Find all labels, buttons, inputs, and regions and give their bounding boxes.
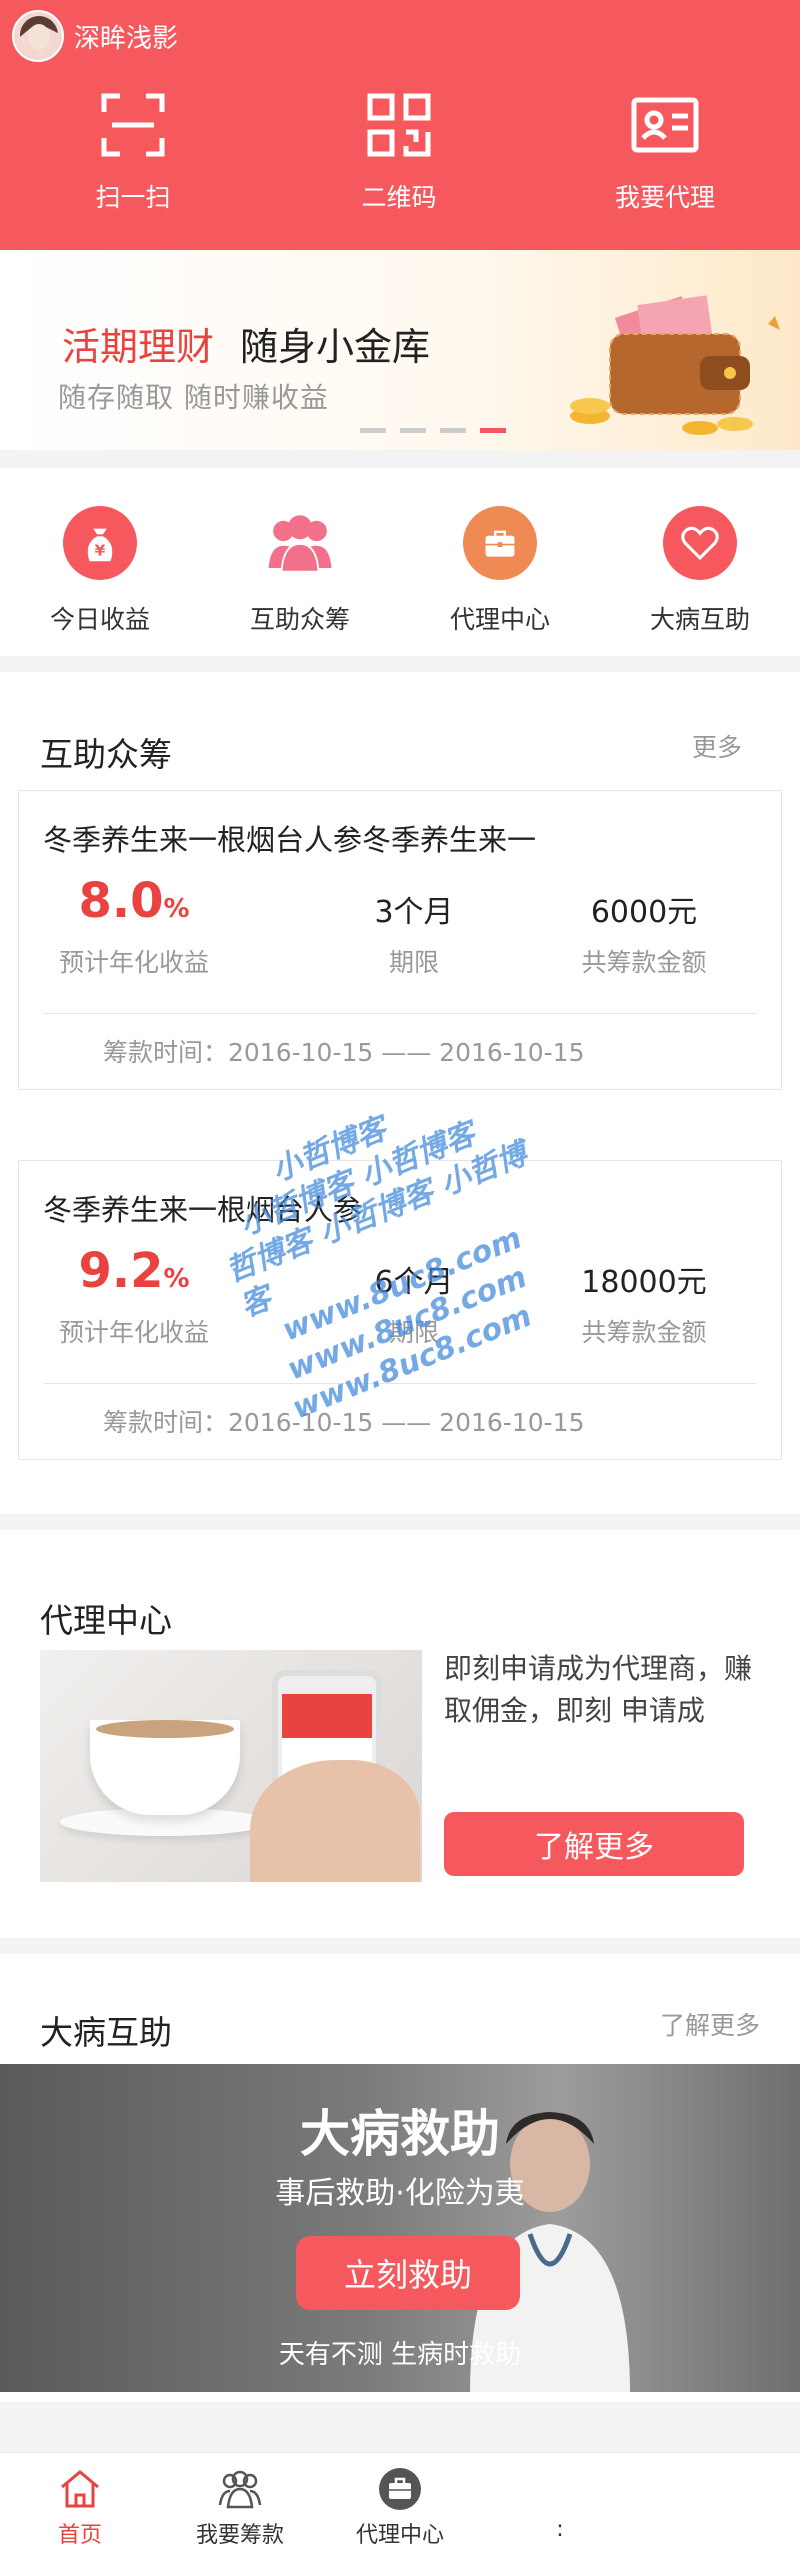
- quick-item-label: 代理中心: [449, 605, 550, 634]
- tab-agency-center[interactable]: 代理中心: [320, 2453, 480, 2554]
- home-icon: [61, 2470, 99, 2508]
- annual-rate: 9.2%: [78, 1243, 190, 1299]
- term-value: 6个月: [374, 1265, 454, 1300]
- banner-subtitle: 随存随取 随时赚收益: [58, 381, 329, 414]
- briefcase-icon: [463, 506, 537, 580]
- annual-rate-caption: 预计年化收益: [58, 1318, 209, 1347]
- divider: [43, 1013, 757, 1014]
- quick-item-label: 互助众筹: [249, 605, 350, 634]
- become-agent-button[interactable]: 我要代理: [532, 90, 798, 214]
- people-icon: [263, 506, 337, 580]
- project-card[interactable]: 冬季养生来一根烟台人参冬季养生来一 8.0% 预计年化收益 3个月 期限 600…: [18, 790, 782, 1090]
- quick-item-label: 大病互助: [649, 605, 750, 634]
- tab-label: 首页: [57, 2523, 102, 2548]
- fundraising-time: 筹款时间：2016-10-15 —— 2016-10-15: [103, 1038, 585, 1067]
- section-title: 大病互助: [40, 2013, 172, 2052]
- carousel-dots: [360, 428, 506, 433]
- banner-title: 随身小金库: [240, 325, 431, 369]
- divider: [43, 1383, 757, 1384]
- carousel-dot[interactable]: [360, 428, 386, 433]
- blank-icon: [536, 2465, 584, 2513]
- illness-banner-title: 大病救助: [300, 2105, 500, 2163]
- tab-more[interactable]: :: [480, 2453, 640, 2554]
- scan-button[interactable]: 扫一扫: [0, 90, 266, 214]
- section-title: 代理中心: [40, 1601, 172, 1640]
- carousel-dot[interactable]: [400, 428, 426, 433]
- quick-item-agency-center[interactable]: 代理中心: [400, 468, 600, 656]
- amount-value: 6000元: [590, 895, 698, 930]
- tab-home[interactable]: 首页: [0, 2453, 160, 2554]
- tab-empty: [640, 2453, 800, 2554]
- avatar[interactable]: [12, 10, 64, 62]
- illness-banner-footer: 天有不测 生病时救助: [278, 2340, 522, 2370]
- help-now-button[interactable]: 立刻救助: [296, 2236, 520, 2310]
- learn-more-link[interactable]: 了解更多: [659, 2011, 760, 2040]
- people-icon: [218, 2470, 262, 2509]
- qrcode-label: 二维码: [361, 183, 437, 212]
- illness-banner-subtitle: 事后救助·化险为夷: [275, 2176, 525, 2211]
- header-actions: 扫一扫 二维码 我要代理: [0, 90, 800, 214]
- quick-item-crowdfunding[interactable]: 互助众筹: [200, 468, 400, 656]
- crowdfunding-section: 互助众筹 更多 冬季养生来一根烟台人参冬季养生来一 8.0% 预计年化收益 3个…: [0, 672, 800, 1514]
- id-card-icon: [631, 97, 699, 153]
- agency-photo: [40, 1650, 422, 1882]
- learn-more-button[interactable]: 了解更多: [444, 1812, 744, 1876]
- heart-icon: [663, 506, 737, 580]
- svg-text:¥: ¥: [95, 541, 106, 559]
- quick-item-today-earnings[interactable]: ¥ 今日收益: [0, 468, 200, 656]
- project-card[interactable]: 冬季养生来一根烟台人参 9.2% 预计年化收益 6个月 期限 18000元 共筹…: [18, 1160, 782, 1460]
- banner-title-highlight: 活期理财: [62, 325, 215, 369]
- promo-banner[interactable]: 活期理财 随身小金库 随存随取 随时赚收益: [0, 250, 800, 450]
- amount-caption: 共筹款金额: [581, 1318, 707, 1347]
- tab-label: 我要筹款: [195, 2523, 284, 2548]
- username: 深眸浅影: [74, 23, 179, 54]
- tab-fundraise[interactable]: 我要筹款: [160, 2453, 320, 2554]
- project-title: 冬季养生来一根烟台人参冬季养生来一: [43, 823, 537, 857]
- term-caption: 期限: [388, 948, 439, 977]
- annual-rate-caption: 预计年化收益: [58, 948, 209, 977]
- qrcode-button[interactable]: 二维码: [266, 90, 532, 214]
- section-title: 互助众筹: [40, 735, 172, 774]
- tab-label: :: [556, 2517, 564, 2542]
- more-link[interactable]: 更多: [691, 733, 742, 762]
- amount-value: 18000元: [581, 1265, 707, 1300]
- illness-banner[interactable]: 大病救助 事后救助·化险为夷 立刻救助 天有不测 生病时救助: [0, 2064, 800, 2392]
- fundraising-time: 筹款时间：2016-10-15 —— 2016-10-15: [103, 1408, 585, 1437]
- tab-label: 代理中心: [355, 2523, 444, 2548]
- amount-caption: 共筹款金额: [581, 948, 707, 977]
- annual-rate: 8.0%: [78, 873, 190, 929]
- term-value: 3个月: [374, 895, 454, 930]
- wallet-illustration: [570, 295, 780, 435]
- agency-description: 即刻申请成为代理商，赚取佣金，即刻 申请成: [444, 1652, 753, 1727]
- quick-item-label: 今日收益: [49, 605, 150, 634]
- become-agent-label: 我要代理: [614, 183, 715, 212]
- agency-section: 代理中心 即刻申请成为代理商，赚取佣金，即刻 申请成 了解更多: [0, 1530, 800, 1938]
- money-bag-icon: ¥: [63, 506, 137, 580]
- scan-label: 扫一扫: [95, 183, 171, 212]
- carousel-dot-active[interactable]: [480, 428, 506, 433]
- term-caption: 期限: [388, 1318, 439, 1347]
- user-info[interactable]: 深眸浅影: [12, 10, 178, 62]
- briefcase-icon: [379, 2468, 421, 2510]
- illness-section: 大病互助 了解更多 大病救助 事后救助·化险为夷 立刻救助 天有不测 生病时救助: [0, 1954, 800, 2402]
- project-title: 冬季养生来一根烟台人参: [43, 1193, 363, 1227]
- scan-icon: [101, 93, 165, 157]
- header: 深眸浅影 扫一扫 二维码 我要代理: [0, 0, 800, 250]
- bottom-tab-bar: 首页 我要筹款 代理中心 :: [0, 2452, 800, 2554]
- quick-menu: ¥ 今日收益 互助众筹 代理中心 大病互助: [0, 468, 800, 656]
- quick-item-illness-mutual-aid[interactable]: 大病互助: [600, 468, 800, 656]
- carousel-dot[interactable]: [440, 428, 466, 433]
- qrcode-icon: [367, 93, 431, 157]
